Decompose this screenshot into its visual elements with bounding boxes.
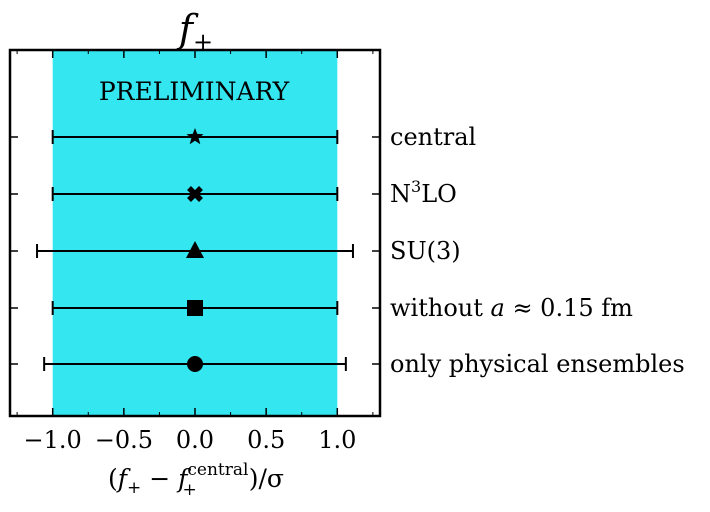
x-tick-label: −1.0 (24, 426, 82, 454)
row-label: without a ≈ 0.15 fm (390, 294, 633, 322)
x-tick-label: 0.5 (247, 426, 285, 454)
x-tick-label: 0.0 (176, 426, 214, 454)
preliminary-annotation: PRELIMINARY (99, 77, 290, 106)
row-label: only physical ensembles (390, 350, 685, 378)
data-point-circle (187, 356, 203, 372)
x-marker-stroke (187, 186, 203, 202)
x-tick-label: −0.5 (95, 426, 153, 454)
x-tick-label: 1.0 (318, 426, 356, 454)
x-axis-label: (f+ − fcentral +)/σ (108, 460, 284, 500)
data-point-star (186, 128, 204, 145)
sigma-band (52, 50, 338, 416)
row-label: SU(3) (390, 237, 461, 265)
data-point-x (187, 186, 203, 202)
data-point-square (187, 300, 203, 316)
chart-title: f+ (176, 7, 213, 56)
row-label: central (390, 123, 476, 151)
row-label: N3LO (390, 177, 457, 208)
data-point-triangle (186, 241, 204, 258)
